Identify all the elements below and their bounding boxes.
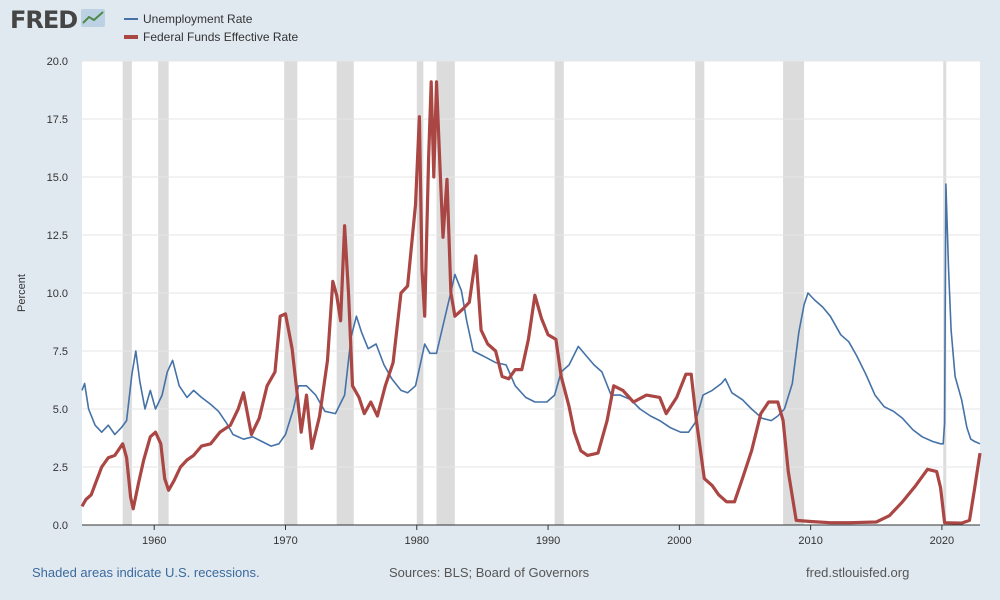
y-tick-labels: 0.0 2.5 5.0 7.5 10.0 12.5 15.0 17.5 20.0 [47,56,68,532]
y-tick-label: 7.5 [53,346,68,358]
series-lines [80,80,982,525]
x-tick-label: 1980 [405,535,429,547]
site-link[interactable]: fred.stlouisfed.org [806,565,910,580]
legend-label-fedfunds: Federal Funds Effective Rate [143,30,299,44]
y-tick-label: 0.0 [53,520,68,532]
y-tick-label: 10.0 [47,288,68,300]
legend-swatch-fedfunds [124,35,138,39]
fred-logo[interactable]: FRED [10,6,106,34]
x-tick-labels: 1960 1970 1980 1990 2000 2010 2020 [142,525,954,547]
y-tick-label: 15.0 [47,172,68,184]
x-tick-label: 1960 [142,535,166,547]
x-tick-label: 2000 [667,535,691,547]
y-tick-label: 5.0 [53,404,68,416]
legend-item-fedfunds[interactable]: Federal Funds Effective Rate [124,28,298,46]
grid-lines [82,60,980,468]
y-tick-label: 12.5 [47,230,68,242]
logo-text: FRED [10,6,78,34]
chart-line-icon [81,8,106,32]
y-tick-label: 20.0 [47,56,68,68]
x-tick-label: 2020 [930,535,954,547]
x-tick-label: 1970 [273,535,297,547]
legend-label-unemployment: Unemployment Rate [143,12,253,26]
federal-funds-rate-line [80,80,982,525]
x-tick-label: 2010 [798,535,822,547]
legend-swatch-unemployment [124,18,138,20]
legend: Unemployment Rate Federal Funds Effectiv… [124,10,298,46]
x-tick-label: 1990 [536,535,560,547]
y-tick-label: 17.5 [47,114,68,126]
y-tick-label: 2.5 [53,462,68,474]
legend-item-unemployment[interactable]: Unemployment Rate [124,10,298,28]
sources-text: Sources: BLS; Board of Governors [389,565,590,580]
recession-note: Shaded areas indicate U.S. recessions. [32,565,260,580]
y-axis-label: Percent [16,274,28,312]
